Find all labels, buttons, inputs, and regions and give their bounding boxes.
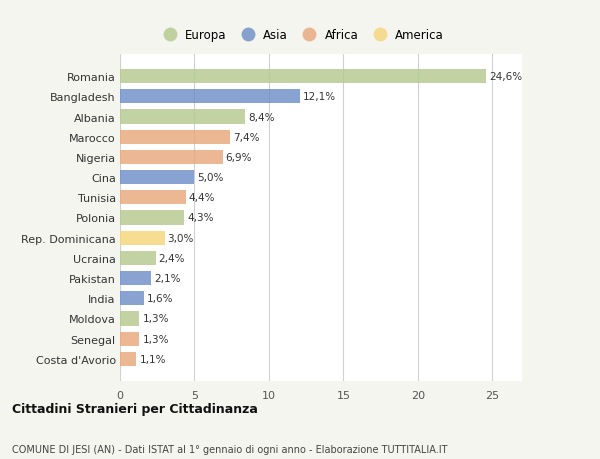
Bar [120, 171, 194, 185]
Text: 6,9%: 6,9% [226, 152, 252, 162]
Text: 1,6%: 1,6% [147, 294, 173, 304]
Bar [120, 211, 184, 225]
Bar [120, 291, 144, 306]
Text: 3,0%: 3,0% [167, 233, 194, 243]
Bar [120, 130, 230, 145]
Text: 2,1%: 2,1% [154, 274, 181, 284]
Text: 1,1%: 1,1% [139, 354, 166, 364]
Text: 4,4%: 4,4% [188, 193, 215, 203]
Text: 2,4%: 2,4% [159, 253, 185, 263]
Text: 12,1%: 12,1% [303, 92, 336, 102]
Bar [120, 151, 223, 165]
Text: 4,3%: 4,3% [187, 213, 214, 223]
Bar [120, 90, 300, 104]
Bar [120, 312, 139, 326]
Text: 7,4%: 7,4% [233, 132, 260, 142]
Bar [120, 110, 245, 124]
Bar [120, 251, 156, 265]
Bar [120, 231, 164, 245]
Bar [120, 70, 486, 84]
Text: COMUNE DI JESI (AN) - Dati ISTAT al 1° gennaio di ogni anno - Elaborazione TUTTI: COMUNE DI JESI (AN) - Dati ISTAT al 1° g… [12, 444, 448, 454]
Legend: Europa, Asia, Africa, America: Europa, Asia, Africa, America [155, 25, 447, 45]
Bar [120, 271, 151, 285]
Bar [120, 191, 185, 205]
Bar [120, 332, 139, 346]
Text: 5,0%: 5,0% [197, 173, 224, 183]
Text: 8,4%: 8,4% [248, 112, 275, 122]
Bar [120, 352, 136, 366]
Text: 24,6%: 24,6% [489, 72, 523, 82]
Text: 1,3%: 1,3% [142, 314, 169, 324]
Text: 1,3%: 1,3% [142, 334, 169, 344]
Text: Cittadini Stranieri per Cittadinanza: Cittadini Stranieri per Cittadinanza [12, 403, 258, 415]
